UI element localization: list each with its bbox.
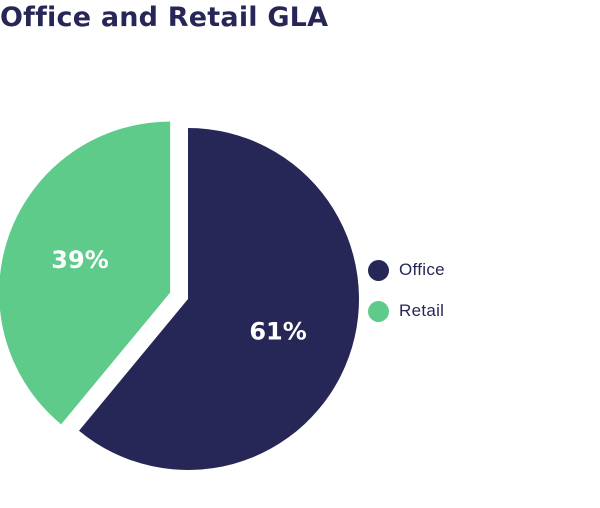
chart-title: Office and Retail GLA	[0, 2, 329, 33]
data-label-retail: 39%	[51, 246, 108, 274]
legend-label-office: Office	[399, 260, 445, 279]
pie-slice-retail	[0, 121, 171, 425]
legend-swatch-office	[368, 259, 389, 281]
legend-label-retail: Retail	[399, 301, 445, 320]
legend-item-office: Office	[368, 258, 445, 282]
legend: Office Retail	[368, 258, 445, 340]
data-label-office: 61%	[249, 317, 306, 345]
legend-item-retail: Retail	[368, 299, 445, 323]
pie-slice-office	[79, 128, 360, 470]
legend-swatch-retail	[368, 300, 389, 322]
